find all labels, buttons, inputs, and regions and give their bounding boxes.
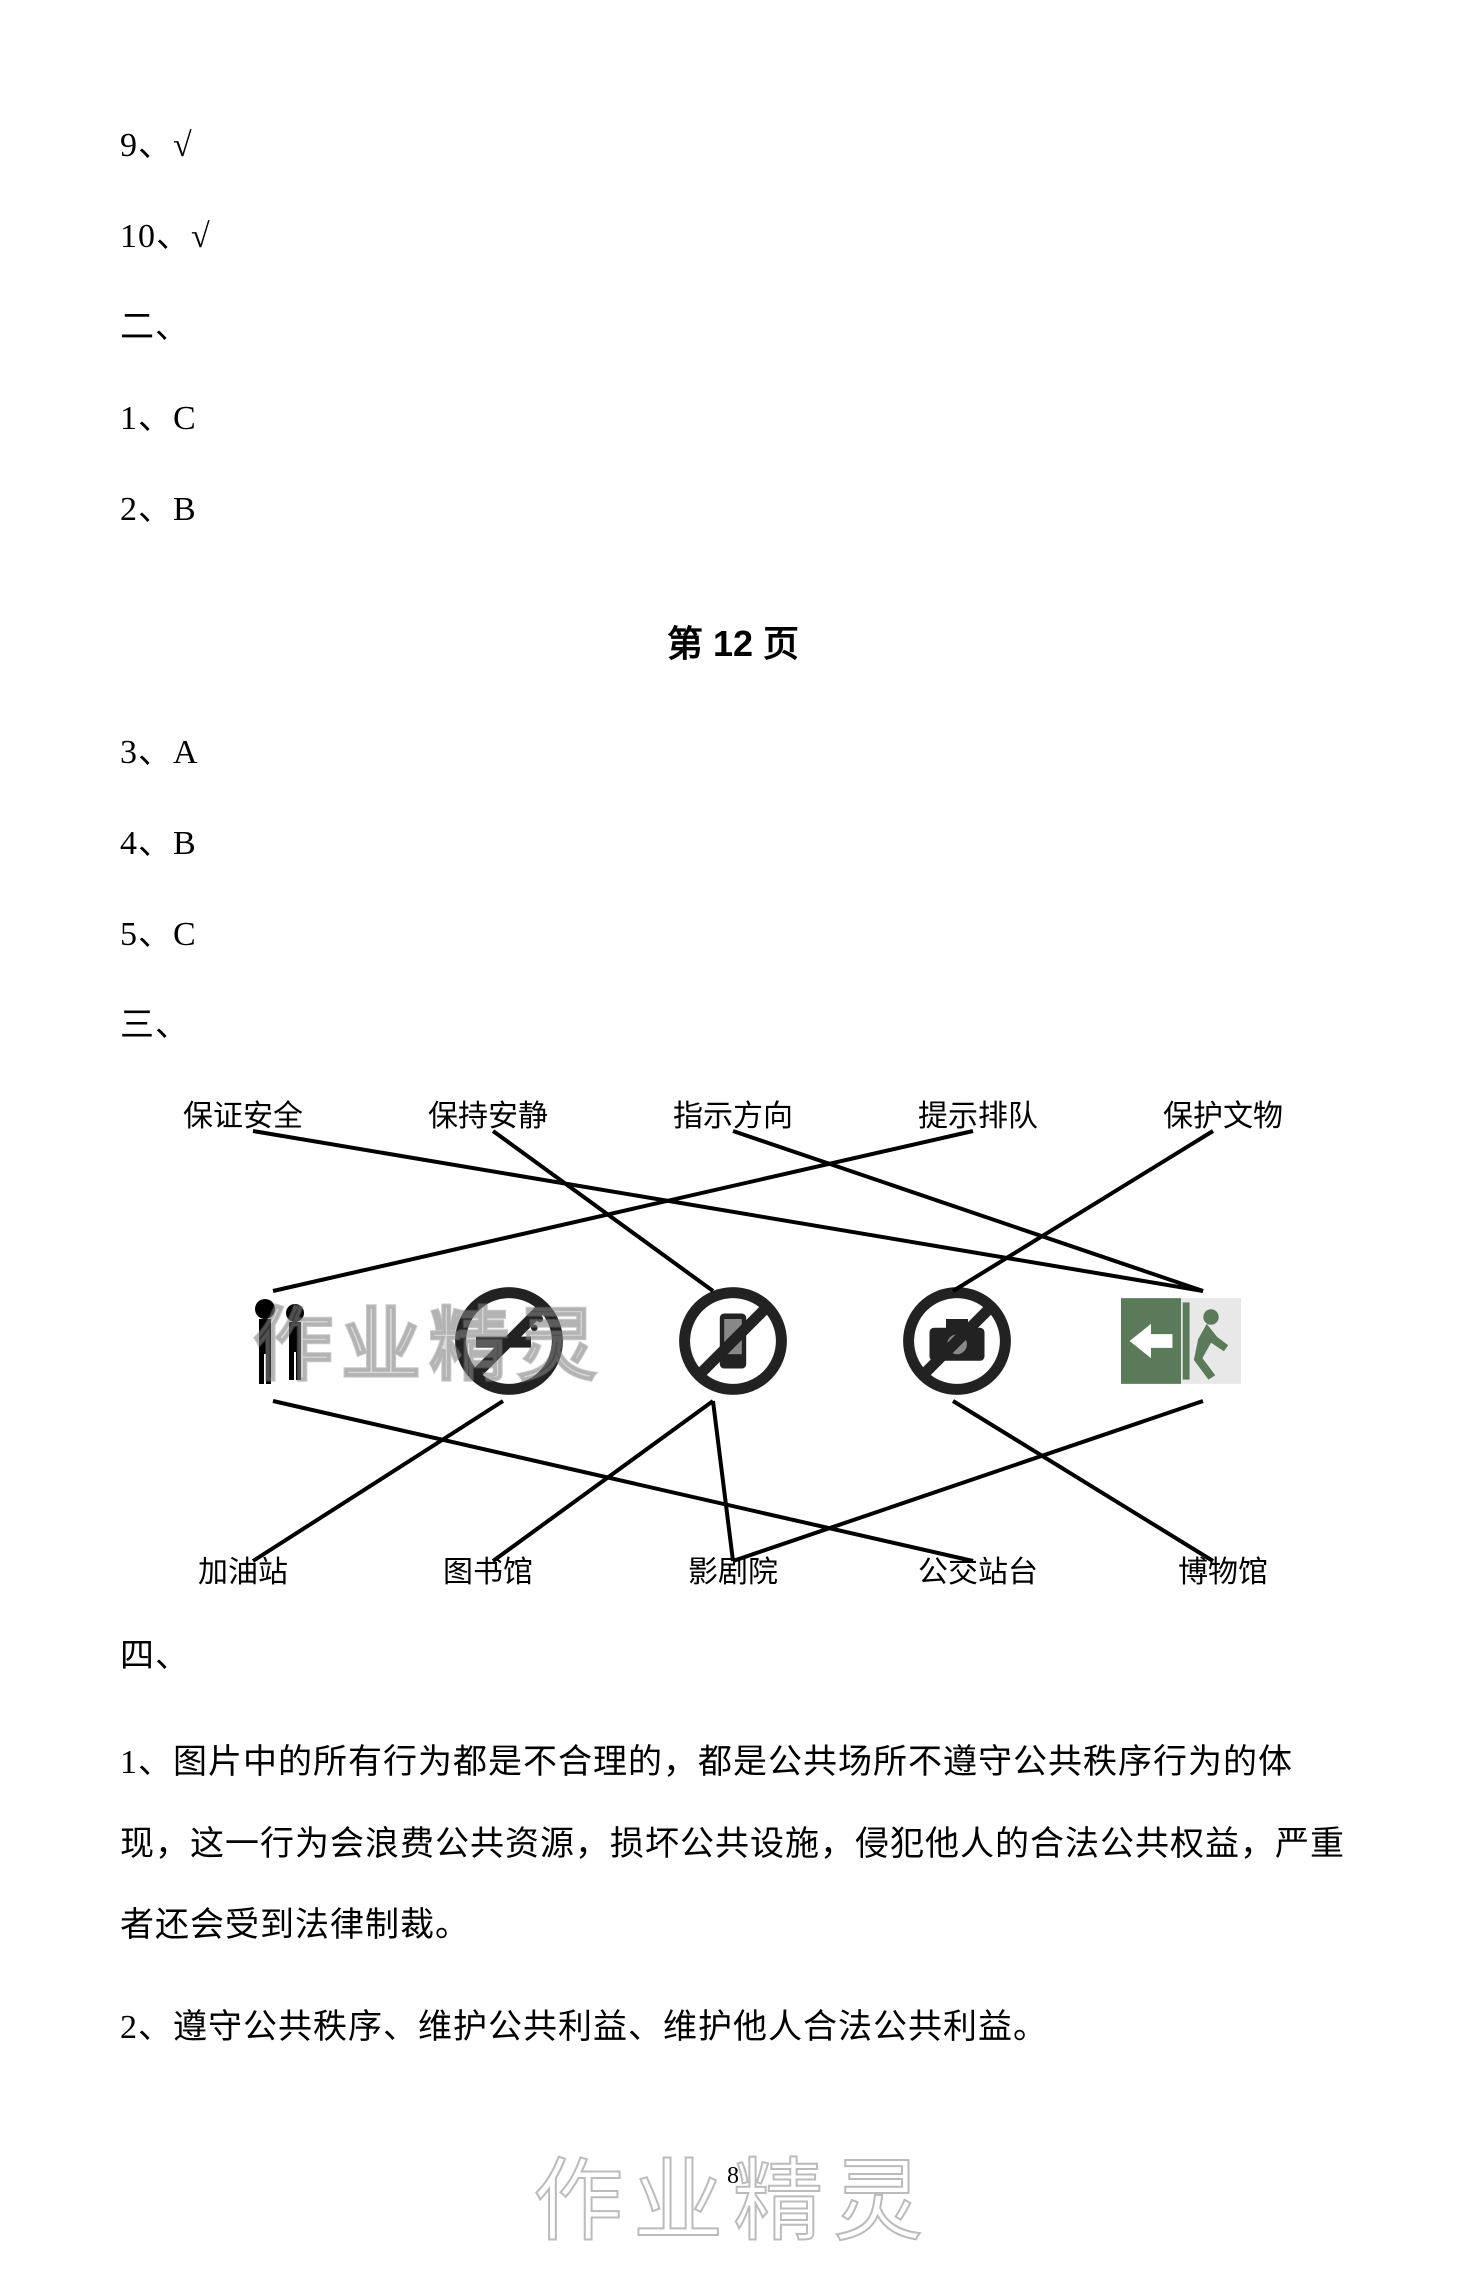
match-bottom-label: 公交站台 (888, 1547, 1068, 1591)
answer-line: 3、A (120, 727, 1346, 778)
match-bottom-label: 加油站 (153, 1547, 333, 1591)
answer-paragraph: 1、图片中的所有行为都是不合理的，都是公共场所不遵守公共秩序行为的体现，这一行为… (120, 1722, 1346, 1967)
match-top-label: 保证安全 (153, 1091, 333, 1135)
watermark-text: 作业精灵 (253, 1281, 605, 1397)
match-top-label: 保持安静 (398, 1091, 578, 1135)
exit-icon (1121, 1281, 1241, 1401)
answer-paragraph: 2、遵守公共秩序、维护公共利益、维护他人合法公共利益。 (120, 1987, 1346, 2069)
answer-line: 5、C (120, 909, 1346, 960)
answers-block-top: 9、√ 10、√ 二、 1、C 2、B (120, 120, 1346, 535)
answer-line: 2、B (120, 484, 1346, 535)
match-bottom-label: 博物馆 (1133, 1547, 1313, 1591)
answer-line: 1、C (120, 393, 1346, 444)
match-bottom-row: 加油站 图书馆 影剧院 公交站台 博物馆 (133, 1547, 1333, 1591)
match-top-label: 保护文物 (1133, 1091, 1313, 1135)
match-bottom-label: 影剧院 (643, 1547, 823, 1591)
match-top-row: 保证安全 保持安静 指示方向 提示排队 保护文物 (133, 1091, 1333, 1135)
answer-line: 4、B (120, 818, 1346, 869)
answer-line: 二、 (120, 302, 1346, 353)
no-phone-icon (673, 1281, 793, 1401)
answer-line: 9、√ (120, 120, 1346, 171)
page-number: 8 (727, 2163, 739, 2190)
section-heading: 四、 (120, 1631, 1346, 1682)
match-bottom-label: 图书馆 (398, 1547, 578, 1591)
answer-line: 10、√ (120, 211, 1346, 262)
bottom-watermark-wrap: 作业精灵 8 (120, 2128, 1346, 2248)
answer-line: 三、 (120, 1000, 1346, 1051)
no-photo-icon (897, 1281, 1017, 1401)
answers-block-mid: 3、A 4、B 5、C 三、 (120, 727, 1346, 1051)
matching-diagram: 作业精灵 保证安全 保持安静 指示方向 提示排队 保护文物 (133, 1091, 1333, 1591)
match-top-label: 提示排队 (888, 1091, 1068, 1135)
match-top-label: 指示方向 (643, 1091, 823, 1135)
page-heading: 第 12 页 (120, 615, 1346, 667)
